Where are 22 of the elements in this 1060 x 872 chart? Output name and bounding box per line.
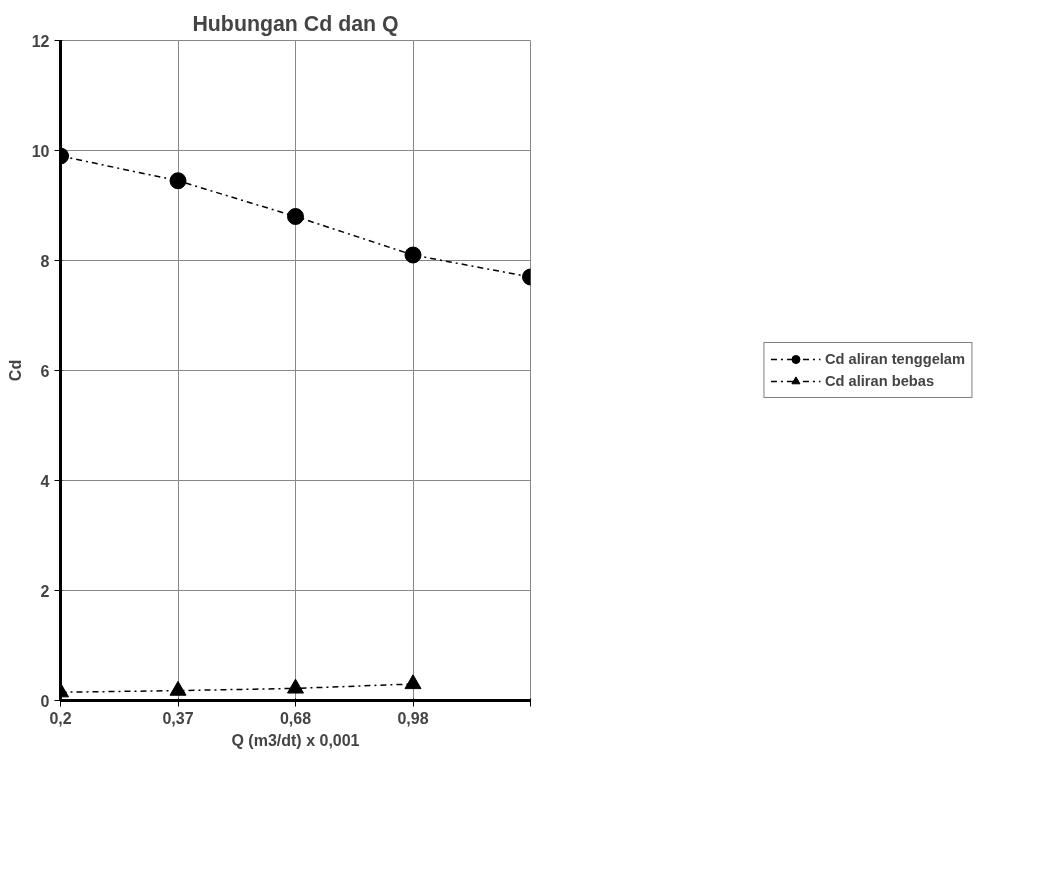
point: [404, 674, 422, 690]
legend-label: Cd aliran bebas: [824, 373, 935, 389]
point: [287, 678, 304, 694]
legend-label: Cd aliran tenggelam: [824, 351, 966, 367]
point: [169, 172, 187, 190]
chart-title: Hubungan Cd dan Q: [192, 11, 399, 36]
y-tick-label: 6: [40, 362, 50, 380]
x-axis-title: Q (m3/dt) x 0,001: [231, 731, 360, 749]
y-tick-label: 4: [40, 472, 50, 490]
y-tick-label: 2: [40, 582, 50, 600]
y-tick-label: 8: [40, 252, 50, 270]
y-tick-label: 12: [31, 32, 50, 50]
y-tick-label: 10: [31, 142, 50, 160]
x-tick-label: 0,2: [49, 709, 72, 727]
x-tick-label: 0,68: [279, 709, 312, 727]
point: [404, 246, 422, 264]
y-tick-label: 0: [40, 692, 50, 710]
point: [169, 680, 187, 696]
x-tick-label: 0,37: [162, 709, 194, 727]
x-tick-label: 0,98: [397, 709, 429, 727]
point: [287, 208, 304, 225]
y-axis-title: Cd: [6, 359, 24, 382]
